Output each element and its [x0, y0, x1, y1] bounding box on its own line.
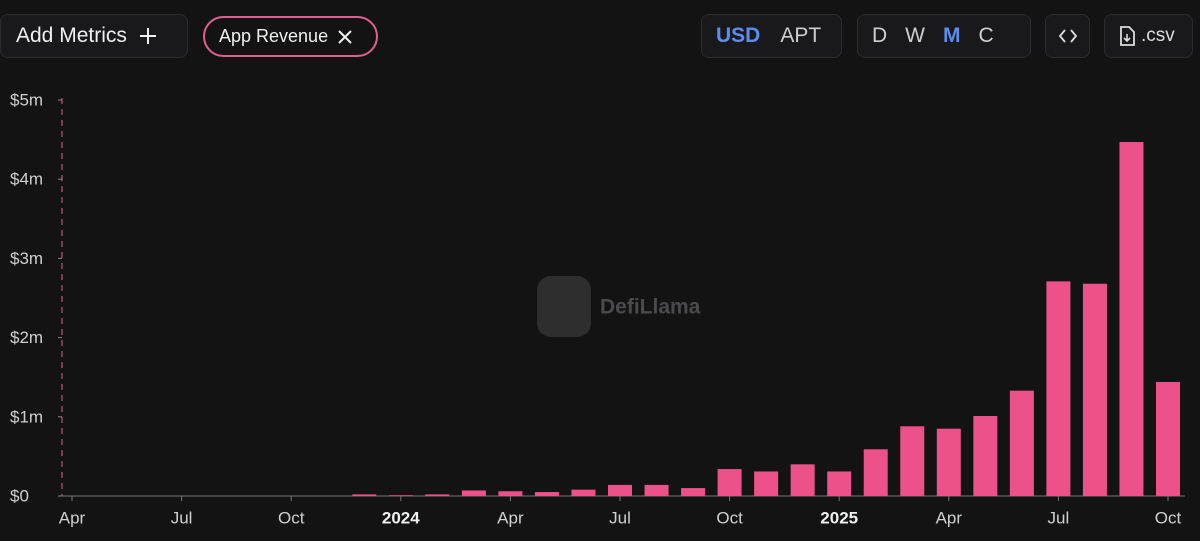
toggle-option[interactable]: USD: [716, 24, 761, 47]
bar: [571, 489, 596, 496]
bar: [936, 428, 961, 496]
currency-toggle: USD APT: [701, 14, 842, 58]
x-tick-label: Jul: [609, 508, 631, 527]
bar: [498, 491, 523, 496]
bar: [1119, 141, 1144, 496]
csv-button[interactable]: .csv: [1104, 14, 1193, 58]
bar: [461, 490, 486, 496]
button-label: Add Metrics: [16, 24, 127, 47]
bar: [608, 484, 632, 496]
embed-button[interactable]: [1045, 14, 1090, 58]
bar: [681, 488, 706, 496]
bar: [1156, 381, 1180, 496]
bar: [1046, 281, 1071, 496]
chip-label: App Revenue: [219, 26, 329, 46]
x-tick-label: 2025: [820, 508, 858, 527]
y-tick-label: $1m: [10, 407, 43, 426]
x-tick-label: Oct: [278, 508, 305, 527]
bar: [1009, 390, 1034, 496]
close-icon[interactable]: [338, 29, 352, 44]
bar: [352, 494, 377, 496]
watermark: DefiLlama: [600, 296, 701, 319]
x-tick-label: Oct: [1155, 508, 1182, 527]
bar: [754, 471, 779, 496]
x-tick-label: Apr: [497, 508, 524, 527]
embed-icon: [1058, 29, 1077, 43]
y-tick-label: $4m: [10, 170, 43, 189]
toggle-option[interactable]: M: [943, 24, 961, 47]
x-tick-label: Apr: [59, 508, 86, 527]
add-metrics-button[interactable]: Add Metrics: [0, 14, 188, 58]
bar: [863, 449, 888, 496]
x-tick-label: Apr: [936, 508, 963, 527]
bar: [534, 492, 559, 496]
bar: [644, 484, 669, 496]
toggle-option[interactable]: W: [905, 24, 925, 47]
bar: [973, 416, 998, 496]
toggle-option[interactable]: D: [872, 24, 888, 47]
x-tick-label: 2024: [382, 508, 420, 527]
watermark-logo: [537, 276, 591, 337]
bar: [900, 426, 925, 496]
bar: [790, 464, 815, 496]
y-tick-label: $5m: [10, 90, 43, 109]
y-tick-label: $0: [10, 486, 29, 505]
file-icon: [1120, 26, 1135, 46]
y-tick-label: $2m: [10, 328, 43, 347]
metric-chip[interactable]: App Revenue: [203, 16, 378, 57]
x-tick-label: Oct: [716, 508, 743, 527]
x-tick-label: Jul: [171, 508, 193, 527]
bar: [1082, 283, 1107, 496]
toggle-option[interactable]: APT: [780, 24, 822, 47]
bar: [827, 471, 852, 496]
bar: [425, 494, 450, 496]
x-tick-label: Jul: [1048, 508, 1070, 527]
plus-icon: [139, 28, 156, 44]
csv-label: .csv: [1141, 25, 1175, 46]
toggle-option[interactable]: C: [978, 24, 994, 47]
y-tick-label: $3m: [10, 249, 43, 268]
bar: [388, 495, 413, 496]
bar: [717, 469, 742, 496]
